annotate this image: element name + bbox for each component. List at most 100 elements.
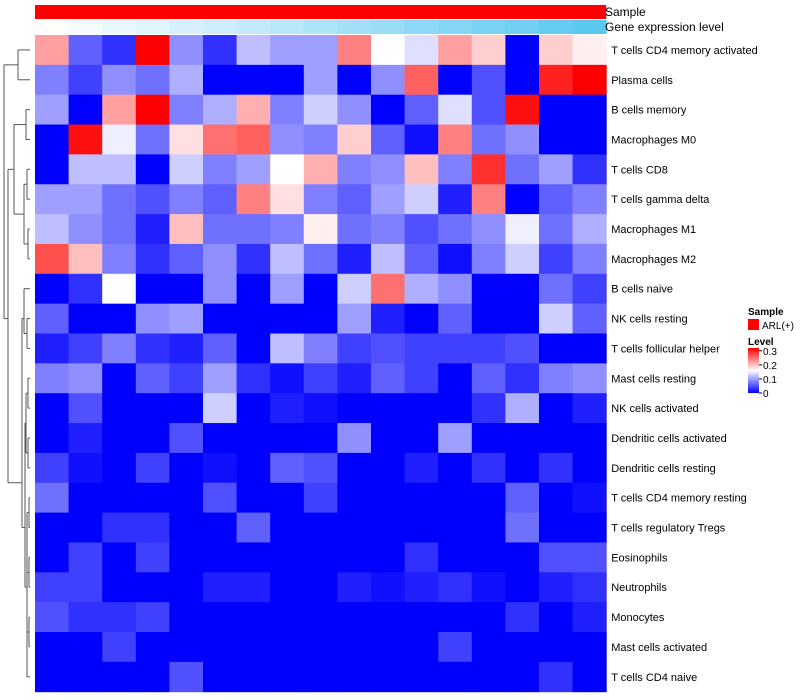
heatmap-cell: [270, 333, 305, 364]
heatmap-cell: [505, 243, 540, 275]
row-label: NK cells resting: [611, 314, 687, 326]
heatmap-cell: [102, 214, 137, 245]
gene-expression-annotation-bar: [35, 20, 607, 34]
heatmap-cell: [404, 214, 439, 245]
row-label: T cells CD4 naive: [611, 672, 697, 684]
heatmap-cell: [539, 632, 574, 663]
heatmap-cell: [203, 632, 238, 663]
heatmap-cell: [236, 602, 271, 633]
heatmap-cell: [203, 303, 238, 334]
heatmap-cell: [337, 482, 372, 514]
heatmap-cell: [337, 333, 372, 364]
legend-level-ticks: 0.3 0.2 0.1 0: [759, 347, 777, 400]
heatmap-cell: [471, 602, 506, 633]
heatmap-cell: [270, 243, 305, 275]
row-label: Eosinophils: [611, 552, 668, 564]
heatmap-cell: [236, 243, 271, 275]
heatmap-cell: [471, 94, 506, 126]
heatmap-cell: [337, 94, 372, 126]
heatmap-cell: [438, 184, 473, 215]
heatmap-cell: [203, 124, 238, 155]
row-label: Neutrophils: [611, 582, 667, 594]
heatmap-cell: [203, 542, 238, 573]
heatmap-cell: [438, 602, 473, 633]
heatmap-cell: [572, 572, 607, 603]
heatmap-cell: [203, 393, 238, 424]
heatmap-cell: [68, 94, 103, 126]
heatmap-cell: [102, 303, 137, 334]
heatmap-cell: [404, 154, 439, 185]
heatmap-cell: [371, 94, 406, 126]
legend-level-title: Level: [748, 337, 774, 348]
heatmap-cell: [404, 482, 439, 514]
heatmap-cell: [337, 661, 372, 693]
heatmap-cell: [572, 64, 607, 96]
heatmap-cell: [203, 154, 238, 185]
heatmap-cell: [337, 452, 372, 484]
heatmap-cell: [270, 154, 305, 185]
heatmap-cell: [404, 572, 439, 603]
heatmap-cell: [236, 661, 271, 693]
gene-level-cell: [539, 20, 574, 34]
heatmap-cell: [539, 154, 574, 185]
legend-tick-label: 0.3: [763, 347, 777, 358]
heatmap-cell: [35, 303, 70, 334]
heatmap-cell: [236, 94, 271, 126]
heatmap-cell: [438, 512, 473, 543]
heatmap-cell: [102, 273, 137, 305]
heatmap-cell: [236, 482, 271, 514]
heatmap-cell: [68, 154, 103, 185]
heatmap-cell: [303, 154, 338, 185]
heatmap-cell: [371, 154, 406, 185]
heatmap-cell: [169, 184, 204, 215]
heatmap-cell: [337, 124, 372, 155]
heatmap-cell: [539, 363, 574, 394]
heatmap-cell: [303, 243, 338, 275]
heatmap-cell: [270, 94, 305, 126]
heatmap-cell: [68, 64, 103, 96]
heatmap-cell: [471, 184, 506, 215]
row-label: T cells gamma delta: [611, 194, 710, 206]
heatmap-cell: [135, 512, 170, 543]
heatmap-cell: [505, 333, 540, 364]
heatmap-cell: [135, 423, 170, 454]
heatmap-cell: [203, 184, 238, 215]
heatmap-cell: [371, 35, 406, 66]
heatmap-cell: [135, 632, 170, 663]
heatmap-cell: [270, 393, 305, 424]
heatmap-cell: [404, 512, 439, 543]
legend-tick-label: 0.1: [763, 375, 777, 386]
heatmap-cell: [371, 393, 406, 424]
heatmap-cell: [303, 124, 338, 155]
gene-level-cell: [270, 20, 305, 34]
heatmap-cell: [337, 572, 372, 603]
heatmap-cell: [471, 154, 506, 185]
heatmap-cell: [505, 572, 540, 603]
heatmap-cell: [169, 632, 204, 663]
heatmap-cell: [102, 423, 137, 454]
legend: Sample ARL(+) Level 0.3 0.2 0.1 0: [748, 307, 794, 400]
heatmap-cell: [438, 542, 473, 573]
heatmap-cell: [505, 184, 540, 215]
heatmap-cell: [35, 393, 70, 424]
heatmap-cell: [102, 184, 137, 215]
heatmap-cell: [337, 184, 372, 215]
heatmap-cell: [539, 273, 574, 305]
row-label: Mast cells activated: [611, 642, 707, 654]
heatmap-cell: [169, 482, 204, 514]
heatmap-cell: [169, 512, 204, 543]
heatmap-cell: [270, 64, 305, 96]
heatmap-cell: [438, 124, 473, 155]
gene-level-cell: [572, 20, 607, 34]
heatmap-cell: [169, 572, 204, 603]
heatmap-cell: [572, 602, 607, 633]
heatmap-cells: [35, 35, 607, 693]
heatmap-cell: [203, 661, 238, 693]
gene-level-cell: [68, 20, 103, 34]
heatmap-cell: [35, 64, 70, 96]
heatmap-cell: [337, 35, 372, 66]
heatmap-cell: [303, 273, 338, 305]
heatmap-cell: [236, 632, 271, 663]
heatmap-cell: [539, 452, 574, 484]
